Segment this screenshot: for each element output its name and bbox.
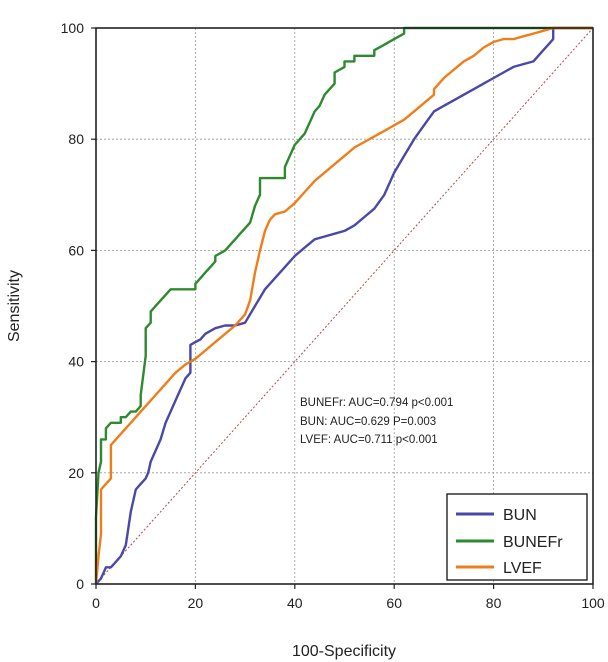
legend-box xyxy=(446,493,588,581)
x-tick-label: 100 xyxy=(581,595,605,611)
y-tick-label: 20 xyxy=(68,465,84,481)
y-tick-label: 100 xyxy=(61,20,85,36)
y-axis-title: Sensitivity xyxy=(6,270,23,342)
x-axis-title: 100-Specificity xyxy=(292,643,396,660)
annotation-bunefr: BUNEFr: AUC=0.794 p<0.001 xyxy=(300,397,453,409)
annotation-lvef: LVEF: AUC=0.711 p<0.001 xyxy=(300,434,438,446)
plot-frame xyxy=(95,27,594,585)
y-tick-label: 80 xyxy=(68,131,84,147)
reference-diagonal-line xyxy=(95,27,594,585)
x-tick-label: 0 xyxy=(92,595,100,611)
annotation-bun: BUN: AUC=0.629 P=0.003 xyxy=(300,416,436,428)
series-line-lvef xyxy=(94,26,593,585)
x-tick-label: 80 xyxy=(486,595,502,611)
x-tick-label: 40 xyxy=(287,595,303,611)
x-tick-label: 60 xyxy=(386,595,402,611)
series-line-bun xyxy=(95,26,593,585)
legend-label-lvef: LVEF xyxy=(503,560,542,577)
y-tick-label: 40 xyxy=(68,354,84,370)
y-tick-label: 0 xyxy=(76,576,84,592)
y-tick-label: 60 xyxy=(68,242,84,258)
legend-label-bunefr: BUNEFr xyxy=(503,534,563,551)
legend-label-bun: BUN xyxy=(503,507,537,524)
legend: BUN BUNEFr LVEF xyxy=(446,493,588,581)
series-layer xyxy=(94,26,593,585)
x-tick-label: 20 xyxy=(188,595,204,611)
axis-ticks: 0 20 40 60 80 100 0 20 40 60 80 100 xyxy=(61,20,605,611)
series-line-bunefr xyxy=(94,26,593,584)
grid xyxy=(96,28,593,584)
